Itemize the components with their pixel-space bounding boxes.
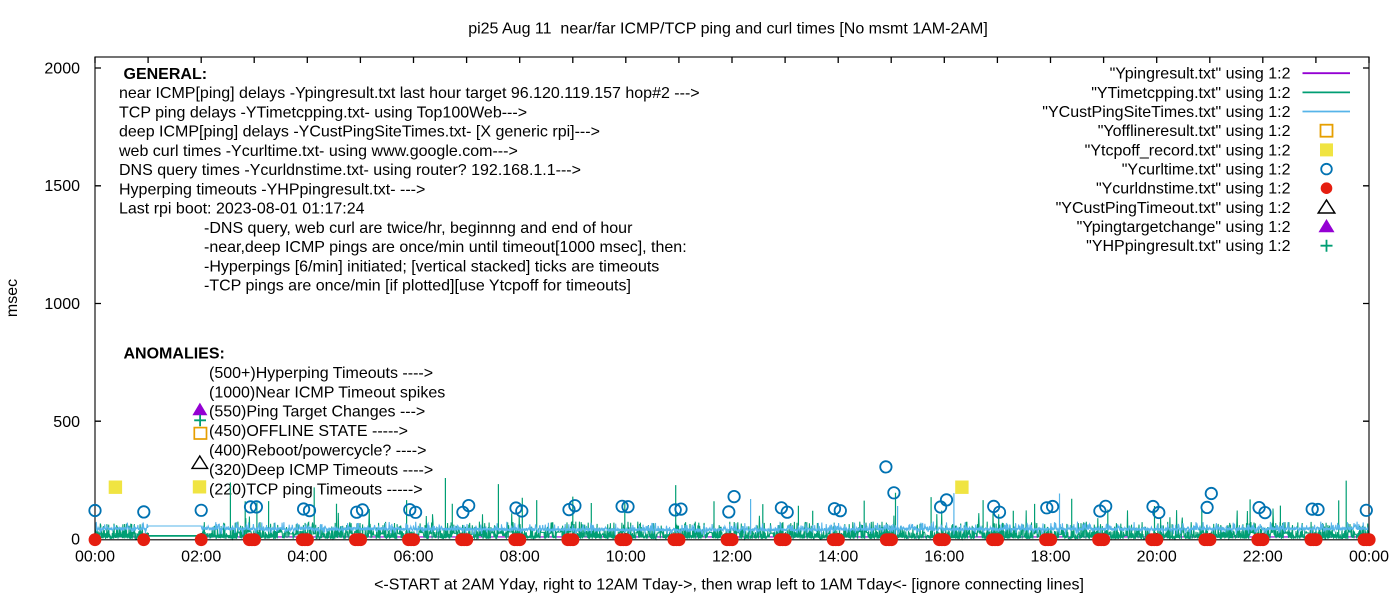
- svg-text:08:00: 08:00: [500, 549, 540, 566]
- svg-text:02:00: 02:00: [181, 549, 221, 566]
- svg-text:2000: 2000: [44, 61, 80, 78]
- svg-text:-near,deep ICMP pings are once: -near,deep ICMP pings are once/min until…: [204, 239, 687, 256]
- svg-text:"YTimetcpping.txt" using 1:2: "YTimetcpping.txt" using 1:2: [1091, 85, 1290, 102]
- svg-text:GENERAL:: GENERAL:: [124, 66, 208, 83]
- svg-text:Last rpi boot: 2023-08-01 01:1: Last rpi boot: 2023-08-01 01:17:24: [119, 201, 365, 218]
- svg-text:"Ytcpoff_record.txt" using 1:2: "Ytcpoff_record.txt" using 1:2: [1085, 142, 1291, 159]
- svg-text:20:00: 20:00: [1137, 549, 1177, 566]
- svg-text:0: 0: [71, 532, 80, 549]
- svg-text:msec: msec: [4, 279, 21, 317]
- svg-text:04:00: 04:00: [287, 549, 327, 566]
- svg-text:500: 500: [53, 414, 80, 431]
- svg-text:pi25 Aug 11 near/far ICMP/TCP: pi25 Aug 11 near/far ICMP/TCP ping and c…: [468, 21, 988, 38]
- svg-text:1000: 1000: [44, 296, 80, 313]
- svg-text:00:00: 00:00: [75, 549, 115, 566]
- svg-text:"YHPpingresult.txt" using 1:2: "YHPpingresult.txt" using 1:2: [1086, 238, 1290, 255]
- svg-text:"Ycurltime.txt" using 1:2: "Ycurltime.txt" using 1:2: [1122, 162, 1291, 179]
- svg-text:deep ICMP[ping] delays -YCustP: deep ICMP[ping] delays -YCustPingSiteTim…: [119, 124, 600, 141]
- svg-text:(1000)Near ICMP Timeout spikes: (1000)Near ICMP Timeout spikes: [209, 384, 445, 401]
- svg-text:(450)OFFLINE STATE ----->: (450)OFFLINE STATE ----->: [209, 423, 408, 440]
- svg-text:"Ypingresult.txt" using 1:2: "Ypingresult.txt" using 1:2: [1110, 66, 1291, 83]
- svg-text:"Ypingtargetchange" using 1:2: "Ypingtargetchange" using 1:2: [1077, 219, 1291, 236]
- svg-text:12:00: 12:00: [712, 549, 752, 566]
- svg-text:DNS query times -Ycurldnstime.: DNS query times -Ycurldnstime.txt- using…: [119, 162, 581, 179]
- svg-text:"Yofflineresult.txt" using 1:2: "Yofflineresult.txt" using 1:2: [1098, 123, 1291, 140]
- svg-text:"YCustPingSiteTimes.txt" using: "YCustPingSiteTimes.txt" using 1:2: [1042, 104, 1290, 121]
- svg-text:-TCP pings are once/min [if pl: -TCP pings are once/min [if plotted][use…: [204, 278, 631, 295]
- svg-text:10:00: 10:00: [606, 549, 646, 566]
- svg-text:web curl times -Ycurltime.txt-: web curl times -Ycurltime.txt- using www…: [118, 143, 518, 160]
- svg-text:(500+)Hyperping Timeouts ---->: (500+)Hyperping Timeouts ---->: [209, 365, 433, 382]
- svg-text:(400)Reboot/powercycle? ---->: (400)Reboot/powercycle? ---->: [209, 443, 426, 460]
- svg-text:18:00: 18:00: [1030, 549, 1070, 566]
- svg-text:<-START at 2AM Yday, right to: <-START at 2AM Yday, right to 12AM Tday-…: [374, 577, 1084, 594]
- svg-text:14:00: 14:00: [818, 549, 858, 566]
- svg-text:near ICMP[ping] delays -Ypingr: near ICMP[ping] delays -Ypingresult.txt …: [119, 85, 700, 102]
- svg-text:22:00: 22:00: [1243, 549, 1283, 566]
- svg-text:00:00: 00:00: [1349, 549, 1389, 566]
- svg-text:Hyperping timeouts -YHPpingres: Hyperping timeouts -YHPpingresult.txt- -…: [119, 181, 425, 198]
- svg-text:-Hyperpings [6/min] initiated;: -Hyperpings [6/min] initiated; [vertical…: [204, 258, 659, 275]
- svg-text:TCP ping delays -YTimetcpping.: TCP ping delays -YTimetcpping.txt- using…: [119, 104, 527, 121]
- svg-text:06:00: 06:00: [393, 549, 433, 566]
- svg-text:1500: 1500: [44, 178, 80, 195]
- svg-text:(550)Ping Target Changes --->: (550)Ping Target Changes --->: [209, 404, 425, 421]
- svg-text:16:00: 16:00: [924, 549, 964, 566]
- svg-text:"YCustPingTimeout.txt" using 1: "YCustPingTimeout.txt" using 1:2: [1056, 200, 1291, 217]
- svg-text:"Ycurldnstime.txt" using 1:2: "Ycurldnstime.txt" using 1:2: [1096, 181, 1291, 198]
- svg-text:(220)TCP ping Timeouts ----->: (220)TCP ping Timeouts ----->: [209, 481, 423, 498]
- svg-text:(320)Deep ICMP Timeouts ---->: (320)Deep ICMP Timeouts ---->: [209, 462, 433, 479]
- svg-text:-DNS query, web curl are twice: -DNS query, web curl are twice/hr, begin…: [204, 220, 633, 237]
- svg-text:ANOMALIES:: ANOMALIES:: [124, 346, 225, 363]
